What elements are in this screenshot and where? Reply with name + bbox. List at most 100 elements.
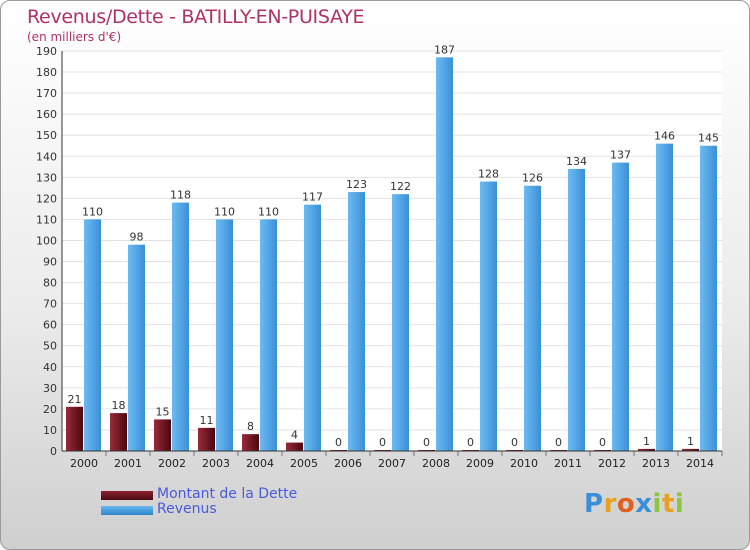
- revenus-bar-label: 117: [302, 191, 323, 204]
- y-tick-label: 60: [43, 319, 57, 332]
- dette-bar-label: 0: [555, 436, 562, 449]
- revenus-bar: [612, 162, 629, 451]
- x-tick-label: 2009: [466, 457, 494, 470]
- dette-bar: [682, 448, 699, 451]
- revenus-bar: [172, 202, 189, 451]
- y-tick-label: 10: [43, 424, 57, 437]
- x-tick-label: 2013: [642, 457, 670, 470]
- y-tick-label: 50: [43, 340, 57, 353]
- revenus-bar: [304, 204, 321, 451]
- logo-letter: x: [635, 489, 653, 519]
- y-tick-label: 0: [50, 445, 57, 458]
- x-tick-label: 2003: [202, 457, 230, 470]
- legend-swatch-dette: [101, 491, 153, 500]
- dette-bar-label: 0: [423, 436, 430, 449]
- legend-label-dette: Montant de la Dette: [157, 486, 298, 502]
- dette-bar: [66, 406, 83, 451]
- y-tick-label: 40: [43, 361, 57, 374]
- revenus-bar: [260, 219, 277, 451]
- dette-bar-label: 1: [687, 435, 694, 448]
- dette-bar-label: 4: [291, 429, 298, 442]
- logo-letter: P: [584, 489, 604, 519]
- revenus-bar-label: 134: [566, 155, 587, 168]
- x-tick-label: 2007: [378, 457, 406, 470]
- y-tick-label: 150: [36, 129, 57, 142]
- x-tick-label: 2000: [70, 457, 98, 470]
- revenus-bar-label: 118: [170, 189, 191, 202]
- x-tick-label: 2014: [686, 457, 714, 470]
- x-tick-label: 2002: [158, 457, 186, 470]
- revenus-bar-label: 145: [698, 132, 719, 145]
- dette-bar-label: 0: [599, 436, 606, 449]
- y-tick-label: 20: [43, 403, 57, 416]
- legend-swatch-revenus: [101, 506, 153, 515]
- dette-bar: [110, 413, 127, 451]
- x-tick-label: 2006: [334, 457, 362, 470]
- revenus-bar: [216, 219, 233, 451]
- proxiti-logo: Proxiti: [584, 489, 684, 519]
- y-tick-label: 170: [36, 87, 57, 100]
- dette-bar-label: 21: [68, 393, 82, 406]
- dette-bar-label: 0: [511, 436, 518, 449]
- y-tick-label: 100: [36, 234, 57, 247]
- y-tick-label: 160: [36, 108, 57, 121]
- revenus-bar: [128, 244, 145, 451]
- revenus-bar-label: 98: [130, 231, 144, 244]
- revenus-bar-label: 110: [82, 205, 103, 218]
- dette-bar: [154, 419, 171, 451]
- logo-letter: i: [674, 489, 685, 519]
- y-tick-label: 140: [36, 150, 57, 163]
- revenus-bar-label: 126: [522, 172, 543, 185]
- revenus-bar: [524, 185, 541, 451]
- revenus-bar: [436, 57, 453, 451]
- x-tick-label: 2008: [422, 457, 450, 470]
- revenus-bar-label: 123: [346, 178, 367, 191]
- dette-bar-label: 0: [379, 436, 386, 449]
- revenus-bar-label: 137: [610, 149, 631, 162]
- chart-title: Revenus/Dette - BATILLY-EN-PUISAYE: [27, 6, 365, 28]
- y-tick-label: 190: [36, 45, 57, 58]
- chart-subtitle: (en milliers d'€): [27, 30, 122, 44]
- revenus-bar: [480, 181, 497, 452]
- revenus-bar-label: 110: [258, 205, 279, 218]
- y-tick-label: 180: [36, 66, 57, 79]
- revenus-bar-label: 146: [654, 130, 675, 143]
- x-tick-label: 2001: [114, 457, 142, 470]
- y-tick-label: 90: [43, 256, 57, 269]
- logo-letter: i: [652, 489, 662, 519]
- dette-bar-label: 1: [643, 435, 650, 448]
- dette-bar-label: 18: [112, 399, 126, 412]
- legend-label-revenus: Revenus: [157, 501, 217, 517]
- y-tick-label: 70: [43, 298, 57, 311]
- revenus-bar: [656, 143, 673, 451]
- revenus-bar: [700, 145, 717, 451]
- revenus-bar-label: 110: [214, 205, 235, 218]
- logo-letter: r: [603, 489, 617, 519]
- revenus-bar: [568, 168, 585, 452]
- x-tick-label: 2010: [510, 457, 538, 470]
- revenus-bar: [84, 219, 101, 451]
- dette-bar: [286, 442, 303, 451]
- dette-bar: [242, 434, 259, 451]
- revenus-bar: [348, 192, 365, 452]
- revenus-bar-label: 187: [434, 43, 455, 56]
- dette-bar-label: 8: [247, 420, 254, 433]
- dette-bar: [198, 427, 215, 451]
- dette-bar-label: 15: [156, 405, 170, 418]
- y-tick-label: 130: [36, 171, 57, 184]
- y-tick-label: 80: [43, 277, 57, 290]
- logo-letter: t: [661, 489, 675, 519]
- dette-bar: [638, 448, 655, 451]
- dette-bar-label: 0: [467, 436, 474, 449]
- y-tick-label: 120: [36, 192, 57, 205]
- x-tick-label: 2012: [598, 457, 626, 470]
- revenus-bar-label: 128: [478, 168, 499, 181]
- y-tick-label: 110: [36, 213, 57, 226]
- dette-bar-label: 11: [200, 414, 214, 427]
- x-tick-label: 2004: [246, 457, 274, 470]
- revenus-bar-label: 122: [390, 180, 411, 193]
- x-tick-label: 2011: [554, 457, 582, 470]
- y-tick-label: 30: [43, 382, 57, 395]
- revenus-bar: [392, 194, 409, 451]
